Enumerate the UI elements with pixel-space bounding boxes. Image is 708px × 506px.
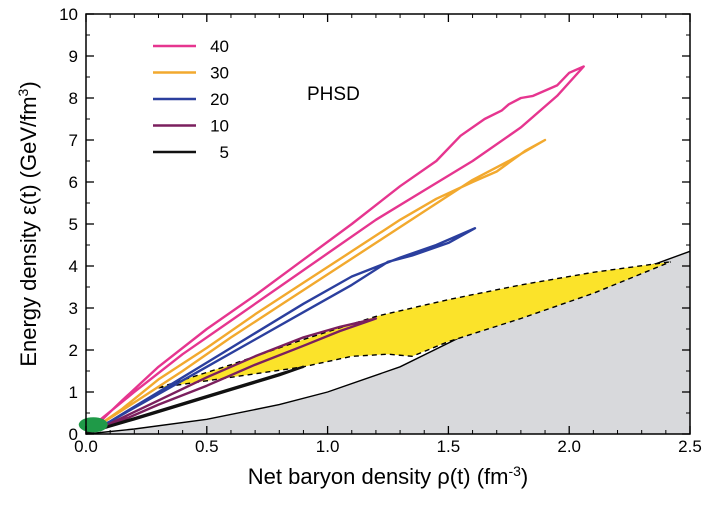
y-tick-label: 4 [69, 257, 78, 276]
legend-label-40: 40 [210, 37, 229, 56]
yellow-region [158, 261, 671, 388]
x-tick-label: 1.5 [437, 437, 461, 456]
series-line-40 [85, 65, 585, 435]
legend-label-20: 20 [210, 90, 229, 109]
y-axis-title: Energy density ε(t) (GeV/fm3) [15, 81, 41, 366]
legend: 40 30 20 10 5 [153, 37, 229, 162]
y-tick-label: 2 [69, 341, 78, 360]
x-tick-label: 0.0 [74, 437, 98, 456]
regions-layer [85, 250, 691, 435]
y-tick-label: 6 [69, 173, 78, 192]
yellow-region-lower-boundary [158, 261, 671, 389]
series-line-30 [85, 138, 547, 435]
ticks-layer: 0.0 0.5 1.0 1.5 2.0 2.5 0 1 2 3 4 5 6 7 8 9 10 [59, 5, 702, 456]
x-tick-label: 0.5 [195, 437, 219, 456]
x-tick-label: 1.0 [316, 437, 340, 456]
series-line-20 [85, 226, 477, 435]
excluded-region-gray [86, 251, 690, 434]
y-tick-label: 1 [69, 383, 78, 402]
legend-label-10: 10 [210, 117, 229, 136]
y-tick-label: 5 [69, 215, 78, 234]
series-layer [78, 65, 585, 435]
green-region [78, 417, 108, 433]
y-tick-label: 7 [69, 131, 78, 150]
y-tick-label: 9 [69, 47, 78, 66]
y-tick-label: 0 [69, 425, 78, 444]
legend-label-30: 30 [210, 64, 229, 83]
series-line-5 [85, 365, 305, 435]
y-tick-label: 3 [69, 299, 78, 318]
legend-label-5: 5 [220, 143, 229, 162]
y-tick-label: 8 [69, 89, 78, 108]
x-tick-label: 2.0 [557, 437, 581, 456]
x-axis-title: Net baryon density ρ(t) (fm-3) [248, 463, 528, 489]
x-tick-label: 2.5 [678, 437, 702, 456]
annotation-phsd: PHSD [307, 84, 360, 105]
y-tick-label: 10 [59, 5, 78, 24]
series-line-10 [85, 317, 378, 435]
